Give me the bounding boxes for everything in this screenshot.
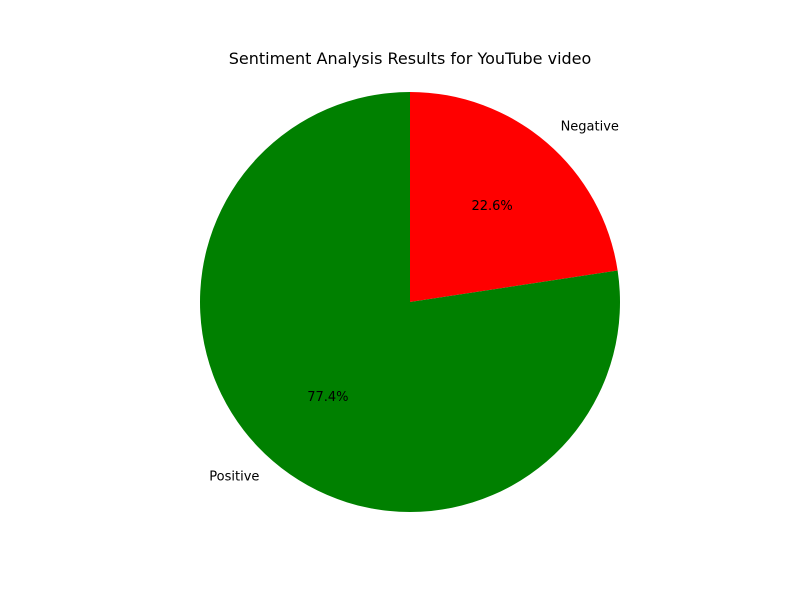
chart-title: Sentiment Analysis Results for YouTube v… [229, 49, 592, 68]
slice-label-positive: Positive [209, 470, 259, 485]
pie-slice-negative [410, 92, 618, 302]
slice-label-negative: Negative [561, 119, 619, 134]
slice-percent-positive: 77.4% [307, 390, 348, 405]
pie-slices [200, 92, 620, 512]
pie-labels: Negative 22.6% Positive 77.4% [209, 119, 619, 484]
slice-percent-negative: 22.6% [471, 199, 512, 214]
pie-slice-positive [200, 92, 620, 512]
